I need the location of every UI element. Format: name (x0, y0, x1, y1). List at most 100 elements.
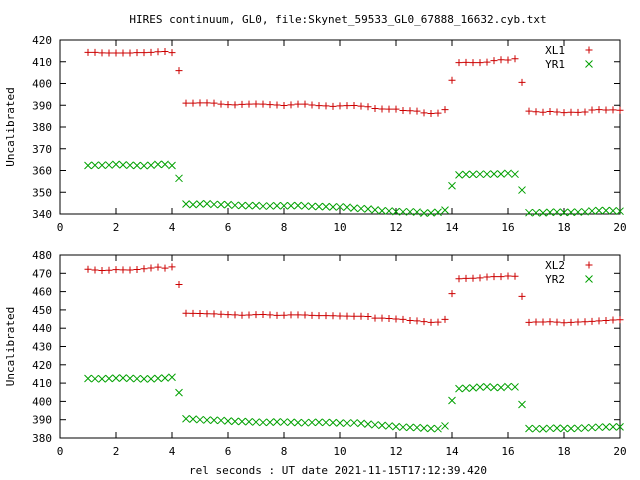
data-point (84, 161, 92, 170)
data-point (91, 161, 99, 170)
data-point (189, 415, 197, 424)
x-tick-label: 10 (333, 221, 346, 234)
data-point (182, 99, 190, 107)
data-point (259, 418, 267, 427)
data-point (126, 374, 134, 383)
data-point (546, 424, 554, 433)
data-point (287, 101, 295, 109)
data-point (525, 318, 533, 326)
data-point (350, 101, 358, 109)
data-point (539, 424, 547, 433)
data-point (273, 311, 281, 319)
x-tick-label: 16 (501, 445, 514, 458)
data-point (329, 418, 337, 427)
data-point (357, 102, 365, 110)
data-point (392, 315, 400, 323)
data-point (574, 318, 582, 326)
x-tick-label: 12 (389, 221, 402, 234)
data-point (133, 374, 141, 383)
data-point (434, 109, 442, 117)
data-point (287, 201, 295, 210)
data-point (182, 309, 190, 317)
data-point (413, 208, 421, 216)
data-point (497, 56, 505, 64)
data-point (168, 49, 176, 57)
data-point (469, 274, 477, 282)
data-point (567, 208, 575, 217)
data-point (273, 101, 281, 109)
data-point (273, 201, 281, 210)
data-point (420, 109, 428, 117)
data-point (588, 207, 596, 215)
data-point (567, 108, 575, 116)
y-tick-label: 480 (32, 249, 52, 262)
data-point (511, 170, 519, 179)
x-tick-label: 20 (613, 221, 626, 234)
data-point (490, 383, 498, 392)
data-point (84, 374, 92, 383)
data-point (161, 160, 169, 169)
data-point (322, 202, 330, 211)
data-point (189, 200, 197, 209)
data-point (147, 48, 155, 56)
data-point (553, 108, 561, 116)
data-point (182, 414, 190, 423)
bottom-panel-xl2-yr2: 380 390 400 410 420 430 440 450 460 470 480 0 2 4 6 8 10… (4, 249, 627, 458)
data-point (315, 202, 323, 211)
data-point (210, 99, 218, 107)
data-point (581, 424, 589, 432)
data-point (469, 59, 477, 67)
data-point (420, 209, 428, 217)
data-point (224, 417, 232, 425)
data-point (483, 273, 491, 281)
data-point (217, 200, 225, 209)
legend-marker (585, 261, 593, 269)
data-point (616, 106, 624, 114)
data-point (371, 420, 379, 429)
data-point (140, 375, 148, 383)
data-point (343, 102, 351, 110)
x-tick-label: 20 (613, 445, 626, 458)
y-tick-label: 390 (32, 414, 52, 427)
data-point (301, 311, 309, 319)
x-tick-label: 10 (333, 445, 346, 458)
y-tick-label: 350 (32, 186, 52, 199)
data-point (518, 78, 526, 86)
data-point (301, 100, 309, 108)
data-point (287, 311, 295, 319)
data-point (469, 170, 477, 179)
data-point (238, 311, 246, 319)
data-point (434, 318, 442, 326)
data-point (280, 311, 288, 319)
data-point (343, 312, 351, 320)
data-point (504, 169, 512, 178)
data-point (273, 418, 281, 426)
data-point (532, 424, 540, 433)
data-point (98, 49, 106, 57)
x-tick-label: 4 (169, 445, 176, 458)
data-point (539, 108, 547, 116)
data-point (98, 267, 106, 275)
series-xl1 (84, 48, 624, 118)
data-point (364, 312, 372, 320)
data-point (91, 374, 99, 383)
y-tick-label: 470 (32, 267, 52, 280)
data-point (231, 311, 239, 319)
data-point (105, 49, 113, 57)
data-point (434, 424, 442, 433)
data-point (357, 419, 365, 428)
data-point (616, 207, 624, 216)
data-point (581, 318, 589, 326)
data-point (476, 170, 484, 179)
data-point (252, 311, 260, 319)
data-point (98, 375, 106, 383)
data-point (147, 161, 155, 170)
data-point (434, 208, 442, 217)
data-point (504, 382, 512, 391)
data-point (518, 400, 526, 409)
x-tick-label: 8 (281, 221, 288, 234)
data-point (203, 310, 211, 318)
data-point (224, 311, 232, 319)
y-tick-label: 450 (32, 304, 52, 317)
data-point (406, 107, 414, 115)
